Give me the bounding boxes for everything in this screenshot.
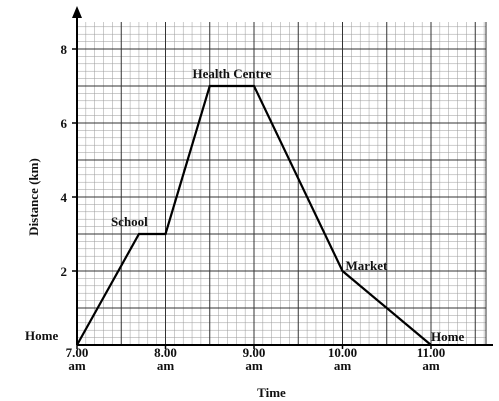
- x-tick-label-am: am: [422, 358, 440, 373]
- minor-gridlines: [76, 22, 486, 346]
- y-axis-arrow: [72, 6, 82, 18]
- y-tick-label: 6: [61, 116, 68, 131]
- annotation-label: Home: [431, 329, 464, 344]
- x-tick-label: 9.00: [243, 345, 266, 360]
- x-axis-label: Time: [257, 385, 286, 400]
- annotation-label: Home: [25, 328, 58, 343]
- x-tick-label: 8.00: [154, 345, 177, 360]
- x-tick-label-am: am: [245, 358, 263, 373]
- x-tick-label-am: am: [68, 358, 86, 373]
- x-tick-label-am: am: [157, 358, 175, 373]
- x-tick-label: 10.00: [328, 345, 357, 360]
- x-tick-label-am: am: [334, 358, 352, 373]
- y-tick-label: 4: [61, 190, 68, 205]
- annotation-label: School: [111, 214, 148, 229]
- x-tick-label: 11.00: [417, 345, 446, 360]
- label-layer: 24687.00am8.00am9.00am10.00am11.00amHome…: [25, 42, 464, 373]
- y-tick-label: 2: [61, 264, 68, 279]
- major-gridlines: [76, 22, 487, 346]
- series-layer: [76, 84, 432, 346]
- journey-line: [76, 84, 432, 346]
- annotation-label: Health Centre: [192, 66, 271, 81]
- axes: [72, 6, 493, 349]
- y-tick-label: 8: [61, 42, 68, 57]
- x-tick-label: 7.00: [66, 345, 89, 360]
- y-axis-label: Distance (km): [26, 158, 41, 236]
- annotation-label: Market: [346, 258, 389, 273]
